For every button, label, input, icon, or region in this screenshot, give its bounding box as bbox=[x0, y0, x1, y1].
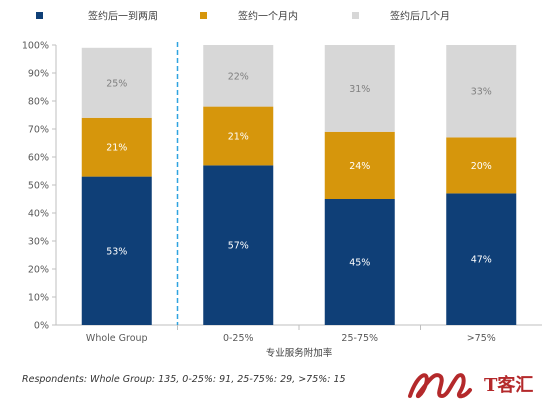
bar-segment bbox=[81, 176, 152, 325]
data-label: 20% bbox=[471, 161, 492, 172]
x-tick-label: >75% bbox=[467, 333, 496, 344]
data-label: 21% bbox=[106, 143, 127, 154]
data-label: 24% bbox=[349, 161, 370, 172]
data-label: 21% bbox=[228, 132, 249, 143]
legend-swatch bbox=[200, 12, 207, 19]
y-tick-label: 50% bbox=[28, 181, 49, 192]
x-axis-title: 专业服务附加率 bbox=[266, 347, 333, 359]
y-tick-label: 80% bbox=[28, 97, 49, 108]
y-tick-label: 10% bbox=[28, 293, 49, 304]
data-label: 57% bbox=[228, 241, 249, 252]
data-label: 25% bbox=[106, 78, 127, 89]
bar-segment bbox=[81, 117, 152, 177]
logo-mark-icon bbox=[408, 373, 472, 399]
respondents-footnote: Respondents: Whole Group: 135, 0-25%: 91… bbox=[22, 374, 346, 385]
brand-logo: T客汇 bbox=[404, 362, 544, 406]
y-tick-label: 100% bbox=[22, 41, 49, 52]
x-tick-label: Whole Group bbox=[86, 333, 148, 344]
bar-segment bbox=[203, 106, 274, 166]
legend-swatch bbox=[36, 12, 43, 19]
logo-text: T客汇 bbox=[484, 375, 534, 396]
bar-segment bbox=[324, 199, 395, 325]
x-tick-label: 25-75% bbox=[341, 333, 378, 344]
bar-segment bbox=[203, 45, 274, 107]
data-label: 45% bbox=[349, 258, 370, 269]
y-tick-label: 20% bbox=[28, 265, 49, 276]
data-label: 47% bbox=[471, 255, 492, 266]
bar-segment bbox=[446, 193, 517, 325]
bar-segment bbox=[446, 45, 517, 138]
data-label: 53% bbox=[106, 246, 127, 257]
legend-swatch bbox=[352, 12, 359, 19]
bar-segment bbox=[324, 45, 395, 132]
y-tick-label: 70% bbox=[28, 125, 49, 136]
bar-segment bbox=[324, 131, 395, 199]
data-label: 22% bbox=[228, 71, 249, 82]
bar-segment bbox=[203, 165, 274, 325]
y-tick-label: 90% bbox=[28, 69, 49, 80]
bar-segment bbox=[446, 137, 517, 194]
legend-label: 签约后一到两周 bbox=[88, 10, 158, 23]
x-tick-label: 0-25% bbox=[223, 333, 254, 344]
legend-label: 签约一个月内 bbox=[238, 10, 298, 23]
legend-label: 签约后几个月 bbox=[390, 10, 450, 23]
y-tick-label: 60% bbox=[28, 153, 49, 164]
data-label: 33% bbox=[471, 87, 492, 98]
y-tick-label: 0% bbox=[34, 321, 49, 332]
bar-segment bbox=[81, 47, 152, 118]
data-label: 31% bbox=[349, 84, 370, 95]
y-tick-label: 40% bbox=[28, 209, 49, 220]
y-tick-label: 30% bbox=[28, 237, 49, 248]
